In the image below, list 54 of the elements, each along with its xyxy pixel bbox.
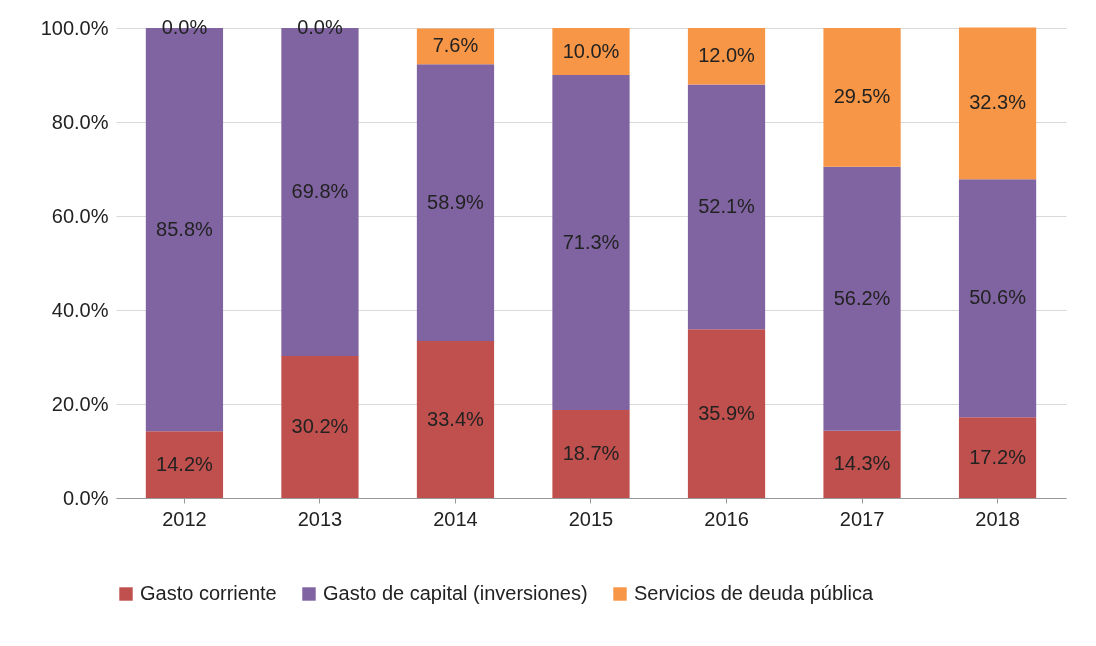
data-label: 12.0% [698,44,756,67]
bar [823,28,901,167]
data-label: 52.1% [698,194,756,217]
bar [416,64,495,342]
data-label: 50.6% [969,286,1027,309]
data-label: 85.8% [156,217,213,240]
bar [823,166,901,431]
legend-label: Gasto corriente [140,582,277,604]
bar [687,84,766,330]
bar [552,28,630,75]
bar [552,75,630,411]
data-label: 17.2% [969,445,1027,468]
legend-label: Gasto de capital (inversiones) [323,582,588,604]
y-tick-label: 20.0% [51,392,109,415]
bar [958,417,1037,498]
data-label: 33.4% [427,407,485,430]
data-label: 14.3% [833,452,891,475]
bar [823,430,901,498]
data-label: 0.0% [297,16,343,38]
y-tick-label: 0.0% [62,486,109,509]
x-tick-label: 2013 [297,507,343,530]
bar [416,28,495,65]
legend-label: Servicios de deuda pública [634,582,874,604]
data-label: 35.9% [698,401,756,424]
x-tick-label: 2017 [839,507,885,530]
bar [687,28,766,85]
data-label: 71.3% [562,230,620,253]
bar [416,341,495,498]
y-tick-label: 60.0% [51,204,109,227]
x-tick-label: 2015 [568,507,614,530]
data-label: 29.5% [833,85,891,108]
y-tick-label: 100.0% [40,16,109,39]
data-label: 32.3% [969,91,1027,114]
data-label: 0.0% [161,16,208,38]
bar [552,410,630,498]
y-tick-label: 80.0% [51,110,109,133]
data-label: 14.2% [156,452,213,475]
x-tick-label: 2018 [975,507,1020,530]
bar [958,179,1037,418]
data-label: 7.6% [432,34,479,57]
data-label: 69.8% [291,180,349,203]
data-label: 30.2% [291,415,349,438]
bar [687,329,766,498]
data-label: 58.9% [427,190,485,213]
bar [145,431,224,498]
x-tick-label: 2016 [704,507,749,530]
bar [958,27,1037,180]
x-tick-label: 2014 [433,507,478,530]
y-tick-label: 40.0% [51,298,109,321]
data-label: 10.0% [562,39,620,62]
bar [281,356,359,498]
x-tick-label: 2012 [162,507,207,530]
data-label: 18.7% [562,442,620,465]
data-label: 56.2% [833,286,891,309]
